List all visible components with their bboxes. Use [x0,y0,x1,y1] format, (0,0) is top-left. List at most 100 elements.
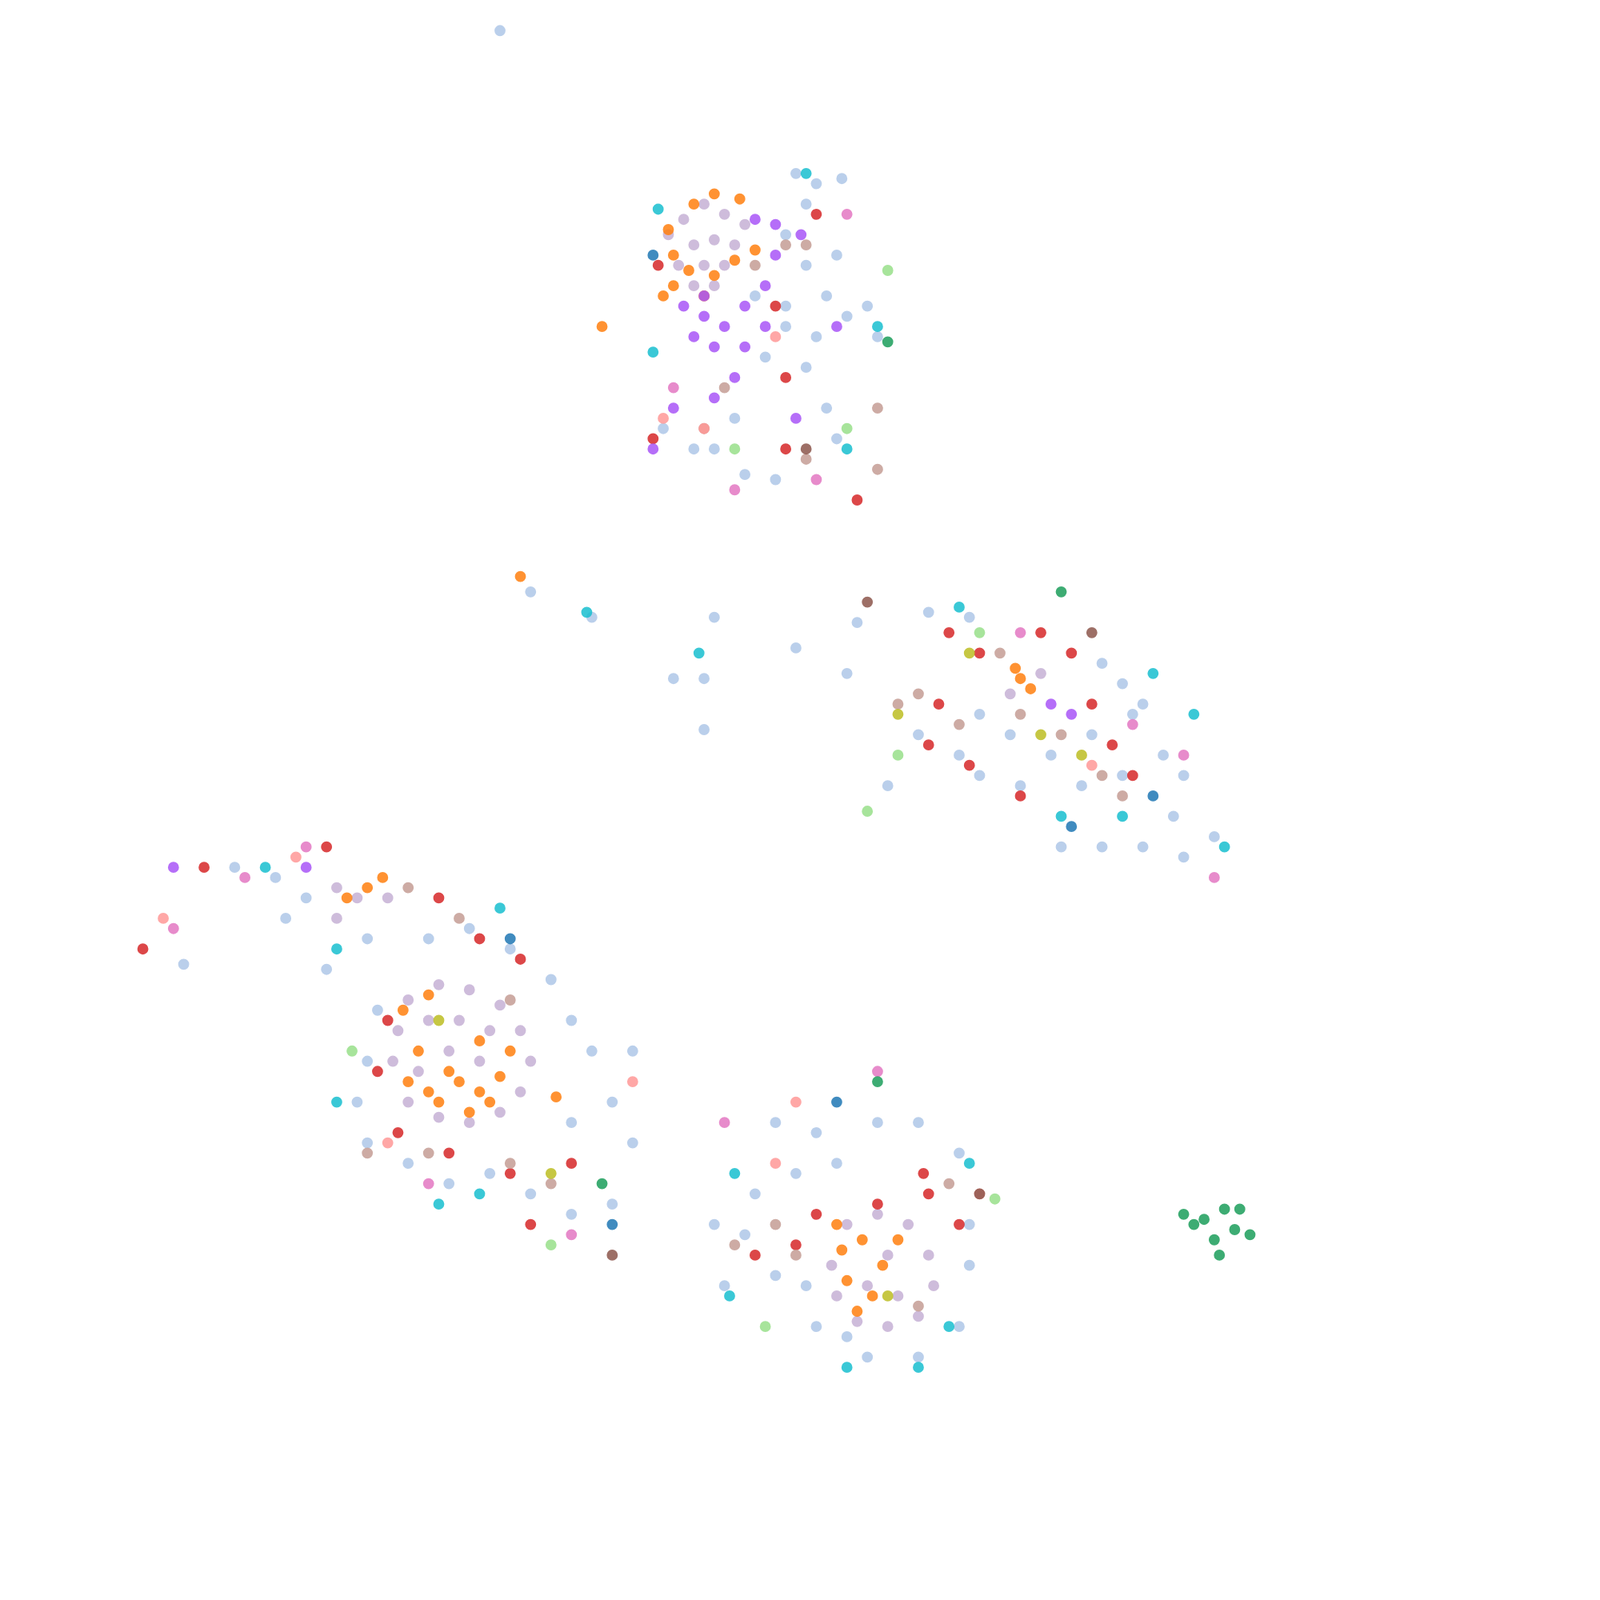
point [515,1024,527,1036]
point [989,1193,1001,1205]
point [892,708,904,720]
point [974,708,986,720]
point [953,1219,965,1231]
point [402,1076,414,1088]
point [1116,810,1128,822]
point [856,1234,868,1246]
point [831,1096,843,1108]
point [157,912,169,924]
point [1086,698,1098,710]
point [484,1168,496,1180]
point [668,382,680,394]
point [1178,769,1190,781]
point [341,892,353,904]
point [1106,739,1118,751]
point [453,912,465,924]
point [269,872,281,884]
point [1147,668,1159,680]
point [810,1208,822,1220]
point [719,1116,731,1128]
point [137,943,149,955]
series-group [596,336,1256,1260]
point [688,331,700,343]
point [1116,678,1128,690]
point [402,1096,414,1108]
point [1015,780,1027,792]
point [524,1188,536,1200]
point [657,412,669,424]
point [545,974,557,986]
point [892,1234,904,1246]
point [831,433,843,445]
point [728,1239,740,1251]
point [795,228,807,240]
point [1015,790,1027,802]
point [453,1076,465,1088]
point [1127,769,1139,781]
point [912,1361,924,1373]
point [672,260,684,272]
point [760,280,772,292]
point [1188,708,1200,720]
point [882,780,894,792]
point [1228,1224,1240,1236]
point [1045,698,1057,710]
point [964,1157,976,1169]
point [923,1249,935,1261]
point [749,1249,761,1261]
point [728,412,740,424]
point [1035,627,1047,639]
point [943,627,955,639]
point [683,264,695,276]
point [831,249,843,261]
point [912,728,924,740]
point [749,244,761,256]
point [943,1320,955,1332]
point [882,336,894,348]
point [790,412,802,424]
point [346,1045,358,1057]
point [320,964,332,976]
point [698,310,710,322]
point [178,958,190,970]
point [668,249,680,261]
point [668,402,680,414]
point [831,1290,843,1302]
point [698,423,710,435]
point [474,1035,486,1047]
point [810,178,822,190]
point [693,647,705,659]
point [1086,728,1098,740]
series-group [606,443,1097,1260]
point [474,1086,486,1098]
point [852,1316,864,1328]
point [780,239,792,251]
point [836,172,848,184]
point [800,453,812,465]
point [484,1024,496,1036]
point [953,719,965,731]
point [688,198,700,210]
point [402,1157,414,1169]
point [464,1116,476,1128]
point [627,1076,639,1088]
point [831,1157,843,1169]
point [1009,663,1021,675]
point [769,1219,781,1231]
point [728,239,740,251]
point [168,923,180,935]
point [300,892,312,904]
point [372,1004,384,1016]
point [861,1352,873,1364]
point [964,1260,976,1272]
point [698,724,710,736]
point [1168,810,1180,822]
plot-area [137,24,1256,1373]
point [872,1076,884,1088]
point [606,1249,618,1261]
point [841,310,853,322]
point [769,1269,781,1281]
point [994,647,1006,659]
point [719,208,731,220]
point [474,1056,486,1068]
